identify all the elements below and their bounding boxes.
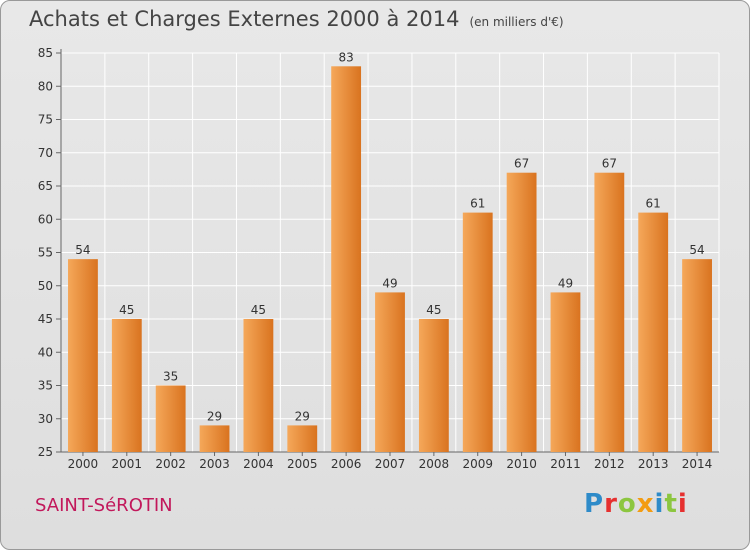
y-tick-label: 85 [38, 46, 53, 60]
y-tick-label: 65 [38, 179, 53, 193]
bar-2006 [331, 66, 362, 453]
bar-layer [68, 66, 712, 453]
data-label: 83 [338, 50, 353, 64]
y-tick-label: 70 [38, 146, 53, 160]
y-tick-label: 75 [38, 113, 53, 127]
y-tick-label: 55 [38, 246, 53, 260]
place-name: SAINT-SéROTIN [35, 495, 173, 516]
bar-2005 [287, 425, 318, 452]
bar-2012 [594, 172, 625, 452]
y-tick-label: 80 [38, 79, 53, 93]
data-label: 67 [602, 157, 617, 171]
y-tick-label: 30 [38, 412, 53, 426]
x-tick-label: 2009 [462, 457, 493, 471]
chart-title: Achats et Charges Externes 2000 à 2014 (e… [29, 7, 564, 31]
data-label: 45 [119, 303, 134, 317]
y-tick-label: 45 [38, 312, 53, 326]
data-label: 67 [514, 157, 529, 171]
bar-2011 [550, 292, 581, 452]
y-tick-label: 35 [38, 379, 53, 393]
data-label: 29 [207, 409, 222, 423]
x-tick-label: 2001 [112, 457, 143, 471]
data-label: 45 [426, 303, 441, 317]
bar-2000 [68, 259, 98, 452]
x-tick-label: 2002 [155, 457, 186, 471]
bar-2007 [375, 292, 405, 452]
y-tick-label: 40 [38, 345, 53, 359]
bar-2002 [155, 385, 186, 452]
x-tick-label: 2004 [243, 457, 274, 471]
y-tick-label: 60 [38, 212, 53, 226]
chart-title-text: Achats et Charges Externes 2000 à 2014 [29, 7, 460, 31]
label-layer: 54 45 35 29 45 29 83 49 45 61 67 49 67 61 54 [75, 50, 704, 423]
data-label: 61 [646, 197, 661, 211]
bar-2004 [243, 319, 274, 452]
bar-2010 [506, 172, 537, 452]
data-label: 54 [689, 243, 704, 257]
bar-2014 [682, 259, 712, 452]
x-tick-label: 2008 [419, 457, 450, 471]
chart-unit: (en milliers d'€) [469, 15, 564, 29]
bar-2001 [111, 319, 142, 452]
x-tick-label: 2007 [375, 457, 406, 471]
x-tick-label: 2003 [199, 457, 230, 471]
x-tick-label: 2010 [506, 457, 537, 471]
bar-2013 [638, 212, 669, 452]
x-tick-label: 2011 [550, 457, 581, 471]
y-tick-label: 25 [38, 445, 53, 459]
data-label: 49 [558, 276, 573, 290]
x-tick-label: 2005 [287, 457, 318, 471]
data-label: 61 [470, 197, 485, 211]
data-label: 35 [163, 370, 178, 384]
x-tick-label: 2000 [68, 457, 99, 471]
bar-2009 [462, 212, 493, 452]
proxiti-logo: Proxiti [584, 489, 688, 519]
data-label: 54 [75, 243, 90, 257]
x-tick-label: 2014 [682, 457, 713, 471]
y-tick-label: 50 [38, 279, 53, 293]
x-tick-label: 2012 [594, 457, 625, 471]
x-tick-label: 2006 [331, 457, 362, 471]
bar-2003 [199, 425, 230, 452]
data-label: 29 [295, 409, 310, 423]
data-label: 49 [382, 276, 397, 290]
x-tick-label: 2013 [638, 457, 669, 471]
data-label: 45 [251, 303, 266, 317]
bar-2008 [418, 319, 449, 452]
